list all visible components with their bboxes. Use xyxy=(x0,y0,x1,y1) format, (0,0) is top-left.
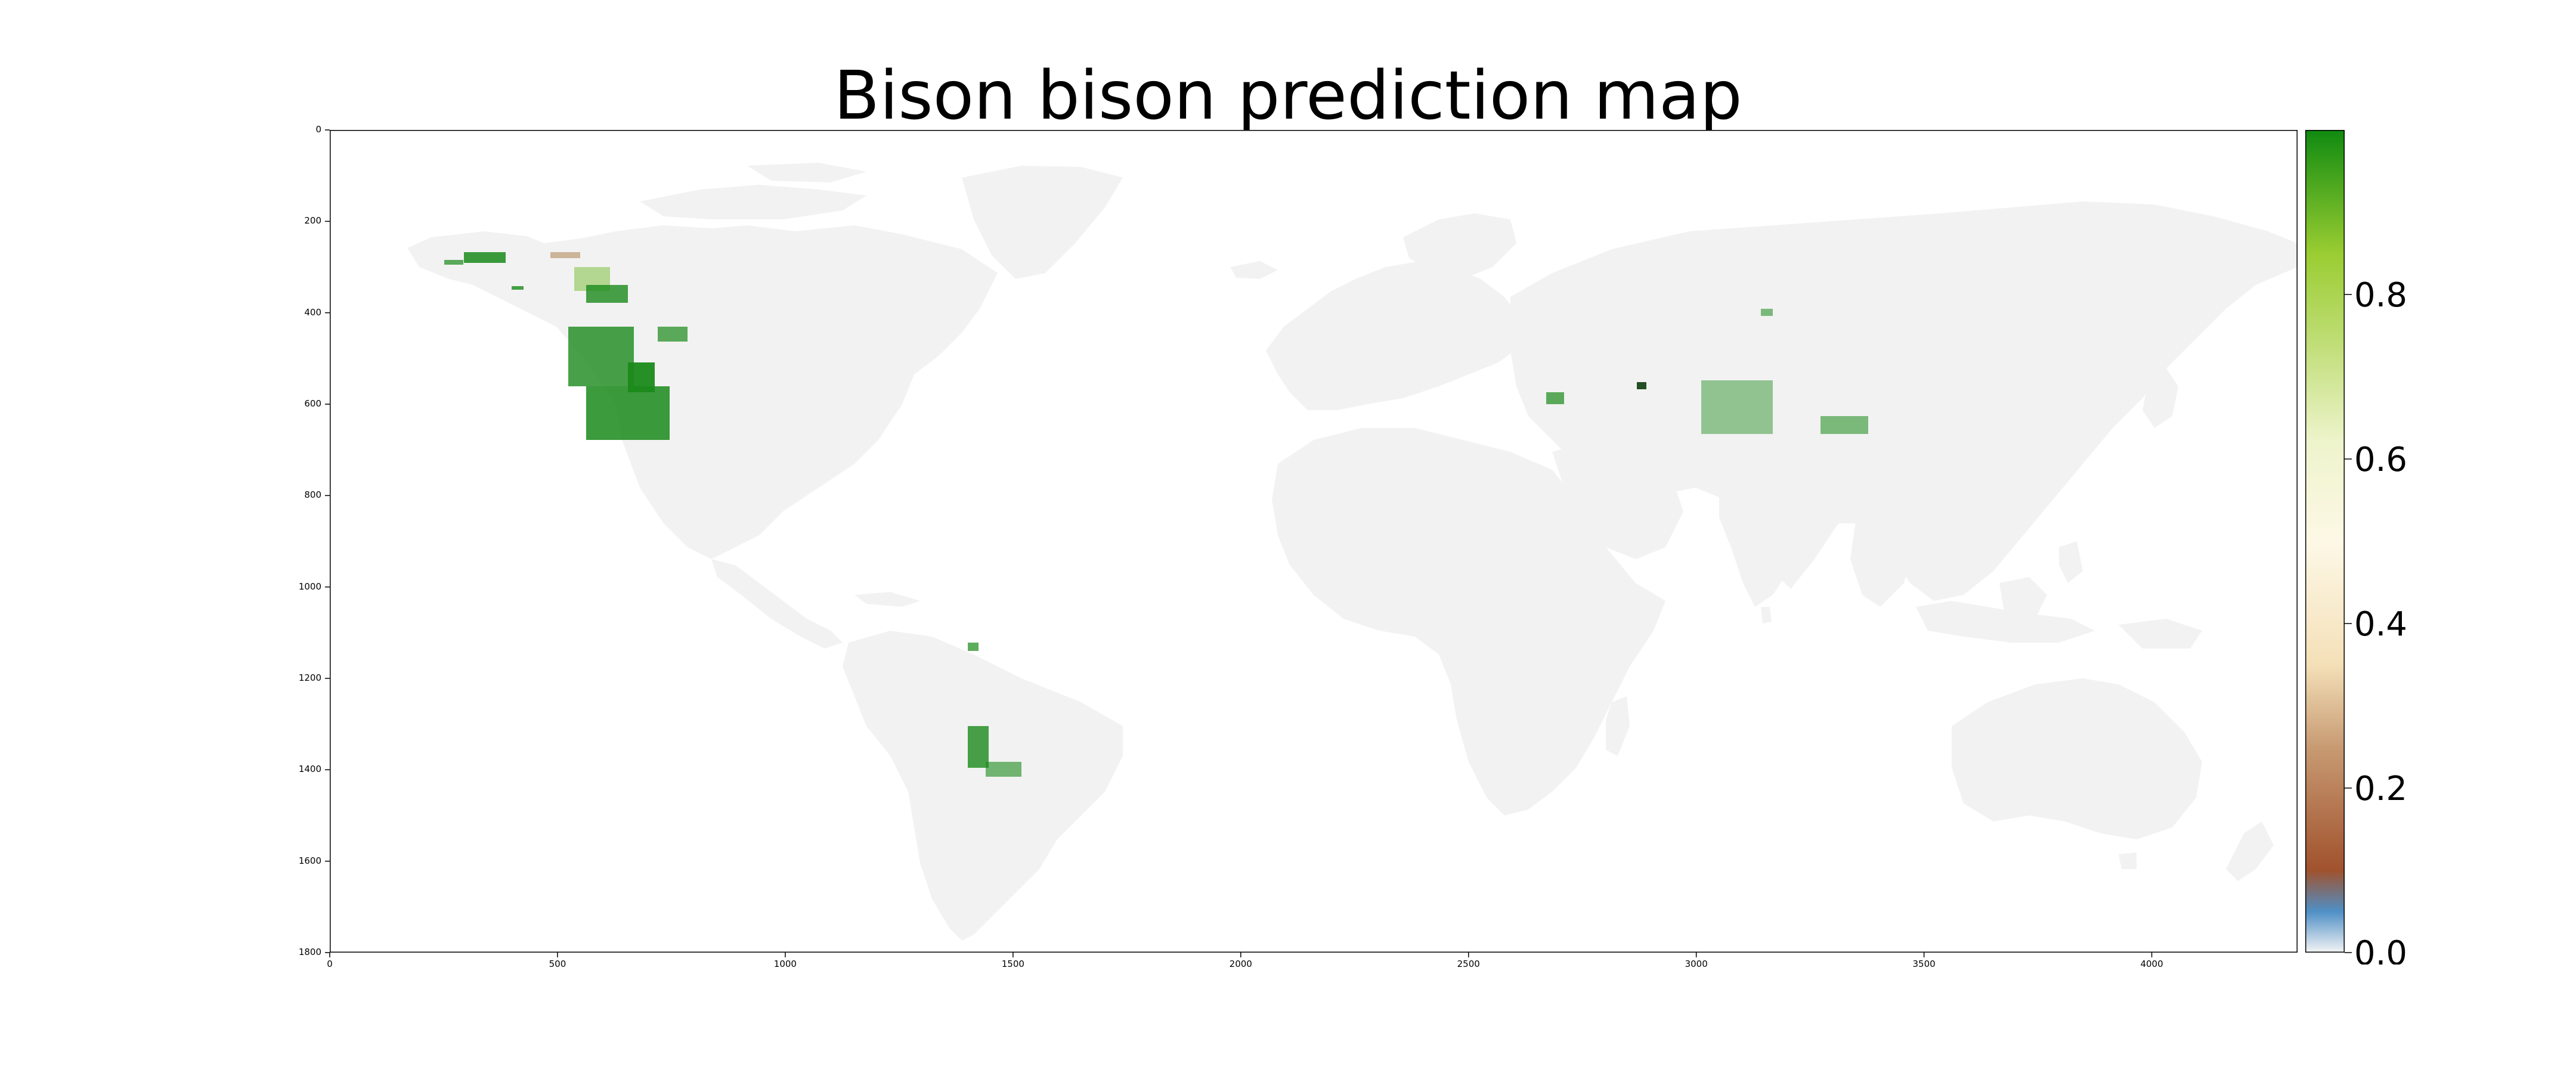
prediction-cluster-alaska-west xyxy=(444,260,463,265)
greenland-landmass xyxy=(962,166,1123,279)
prediction-cluster-rockies-core xyxy=(628,362,655,392)
land-masses xyxy=(407,163,2298,941)
new-guinea xyxy=(2119,619,2202,649)
colorbar-tick-label: 0.2 xyxy=(2354,770,2407,808)
x-tick-label: 3000 xyxy=(1685,959,1708,969)
prediction-cluster-caspian xyxy=(1637,382,1646,389)
central-america-landmass xyxy=(711,559,843,649)
africa-landmass xyxy=(1272,428,1665,815)
prediction-cluster-alaska xyxy=(464,252,506,263)
arabian-peninsula xyxy=(1552,440,1683,559)
south-america-landmass xyxy=(843,631,1123,941)
x-tick-label: 2000 xyxy=(1229,959,1252,969)
indonesia-islands xyxy=(1916,601,2095,643)
x-tick-label: 4000 xyxy=(2140,959,2163,969)
x-tick-label: 1000 xyxy=(773,959,797,969)
australia-landmass xyxy=(1952,678,2202,839)
x-tick-label: 3500 xyxy=(1912,959,1936,969)
y-tick-label: 0 xyxy=(315,124,321,135)
sri-lanka xyxy=(1761,607,1772,624)
x-tick-label: 1500 xyxy=(1001,959,1024,969)
indian-subcontinent xyxy=(1719,476,1815,607)
japan-islands xyxy=(2142,368,2178,428)
prediction-cluster-alaska-south xyxy=(512,286,524,290)
colorbar-ticks: 0.0 0.2 0.4 0.6 0.8 xyxy=(2345,276,2407,965)
prediction-cluster-venezuela xyxy=(968,643,979,651)
colorbar-fill xyxy=(2305,130,2345,953)
new-zealand xyxy=(2226,821,2274,881)
x-tick-label: 2500 xyxy=(1457,959,1480,969)
x-tick-label: 0 xyxy=(327,959,333,969)
prediction-cluster-andes-north xyxy=(968,726,989,768)
caribbean-islands xyxy=(854,592,920,607)
arctic-islands xyxy=(640,185,866,219)
prediction-cluster-beaufort xyxy=(550,252,580,258)
y-tick-label: 1400 xyxy=(298,764,321,775)
north-america-landmass xyxy=(407,225,998,559)
philippines xyxy=(2059,541,2083,583)
colorbar-frame xyxy=(2305,130,2345,953)
prediction-cluster-caucasus xyxy=(1546,392,1564,404)
prediction-cluster-central-asia xyxy=(1701,380,1773,434)
y-tick-label: 1200 xyxy=(298,672,321,683)
colorbar-tick-label: 0.8 xyxy=(2354,276,2407,315)
scandinavia-landmass xyxy=(1403,213,1516,279)
map-frame xyxy=(330,130,2298,953)
prediction-cluster-rockies-south xyxy=(586,386,670,440)
y-tick-label: 1600 xyxy=(298,855,321,866)
y-tick-label: 1800 xyxy=(298,947,321,957)
prediction-cells xyxy=(444,252,1868,777)
borneo xyxy=(1999,577,2047,619)
map-title: Bison bison prediction map xyxy=(834,57,1742,135)
x-tick-label: 500 xyxy=(549,959,566,969)
arctic-islands-north xyxy=(747,163,866,182)
prediction-cluster-rockies-north xyxy=(568,327,634,386)
prediction-cluster-siberia xyxy=(1761,309,1773,316)
y-tick-label: 600 xyxy=(304,398,321,409)
asia-landmass xyxy=(1510,201,2298,601)
y-tick-label: 800 xyxy=(304,489,321,501)
prediction-cluster-tibet xyxy=(1820,416,1868,434)
prediction-map xyxy=(325,129,2298,957)
prediction-cluster-saskatchewan xyxy=(658,327,688,342)
tasmania xyxy=(2119,852,2137,869)
british-isles xyxy=(1308,297,1337,336)
colorbar-tick-label: 0.4 xyxy=(2354,605,2407,644)
europe-landmass xyxy=(1266,261,1522,410)
colorbar-tick-label: 0.0 xyxy=(2354,934,2407,965)
y-tick-label: 200 xyxy=(304,215,321,227)
y-tick-label: 400 xyxy=(304,306,321,318)
prediction-cluster-andes-south xyxy=(986,762,1021,777)
southeast-asia-peninsula xyxy=(1850,511,1916,607)
colorbar: 0.0 0.2 0.4 0.6 0.8 xyxy=(2305,130,2407,965)
iceland xyxy=(1230,261,1278,279)
prediction-cluster-nwt xyxy=(586,285,628,303)
colorbar-tick-label: 0.6 xyxy=(2354,441,2407,479)
y-tick-label: 1000 xyxy=(298,581,321,592)
madagascar xyxy=(1606,696,1630,756)
